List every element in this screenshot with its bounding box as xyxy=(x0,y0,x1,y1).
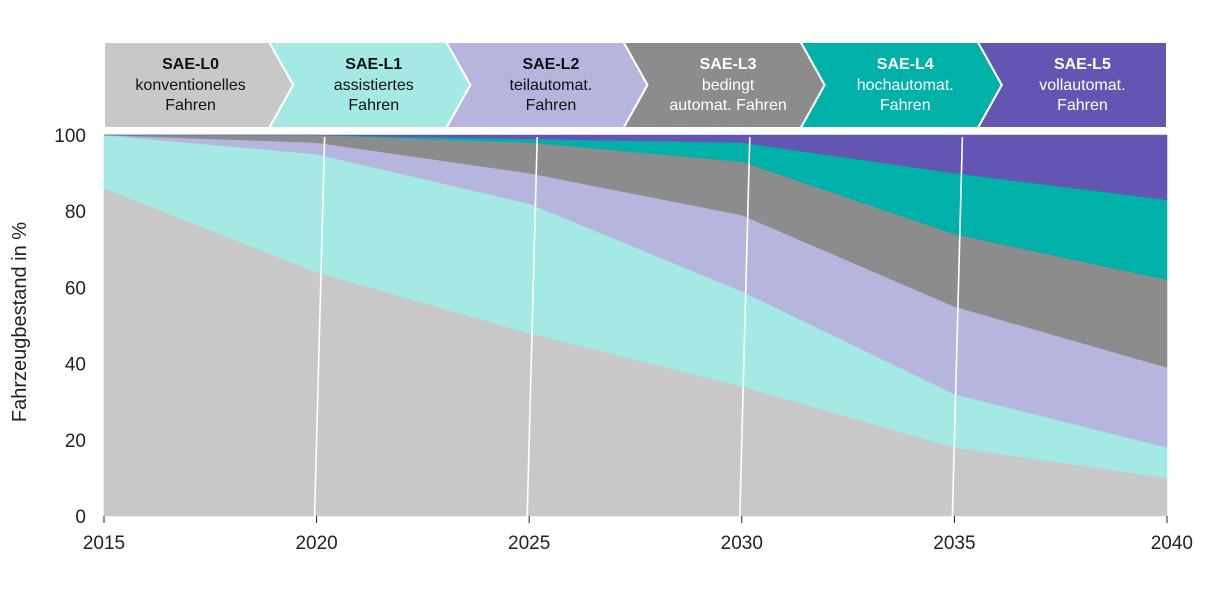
x-tick-label: 2020 xyxy=(295,533,337,554)
year-divider-2025 xyxy=(526,136,538,517)
x-tick-label: 2035 xyxy=(933,533,975,554)
level-description: hochautomat. xyxy=(857,77,954,94)
level-title: SAE-L1 xyxy=(345,56,402,73)
year-divider-2020 xyxy=(313,136,326,517)
level-description: automat. Fahren xyxy=(669,97,786,114)
x-tick-label: 2025 xyxy=(508,533,550,554)
level-title: SAE-L4 xyxy=(877,56,934,73)
sae-level-banner: SAE-L0 konventionelles Fahren SAE-L1 assisti… xyxy=(103,41,1168,129)
y-tick-label: 20 xyxy=(65,431,86,452)
level-description: konventionelles xyxy=(135,77,245,94)
year-divider-2030 xyxy=(739,136,751,517)
y-axis-ticks: 0 20 40 60 80 100 xyxy=(54,126,86,528)
level-description: bedingt xyxy=(702,77,755,94)
level-description: Fahren xyxy=(165,97,216,114)
x-tick-label: 2030 xyxy=(721,533,763,554)
year-divider-lines xyxy=(313,136,964,517)
area-sae-l5 xyxy=(104,134,1168,201)
year-divider-2035 xyxy=(951,136,964,517)
level-description: assistiertes xyxy=(334,77,414,94)
y-axis-title: Fahrzeugbestand in % xyxy=(9,222,31,422)
x-tick-label: 2015 xyxy=(83,533,125,554)
level-title: SAE-L5 xyxy=(1054,56,1111,73)
level-description: Fahren xyxy=(526,97,577,114)
level-description: Fahren xyxy=(348,97,399,114)
area-series xyxy=(103,134,1168,517)
y-tick-label: 40 xyxy=(65,355,86,376)
x-axis-ticks: 2015 2020 2025 2030 2035 2040 xyxy=(83,516,1193,554)
y-tick-label: 60 xyxy=(65,278,86,299)
level-chevron-sae-l5 xyxy=(976,41,1168,129)
y-tick-label: 100 xyxy=(54,126,86,147)
level-description: Fahren xyxy=(1057,97,1108,114)
y-tick-label: 80 xyxy=(65,202,86,223)
level-description: teilautomat. xyxy=(510,77,593,94)
x-tick-label: 2040 xyxy=(1151,533,1193,554)
level-description: Fahren xyxy=(880,97,931,114)
level-description: vollautomat. xyxy=(1039,77,1125,94)
y-tick-label: 0 xyxy=(75,507,86,528)
level-title: SAE-L0 xyxy=(162,56,219,73)
level-title: SAE-L2 xyxy=(522,56,579,73)
level-title: SAE-L3 xyxy=(700,56,757,73)
